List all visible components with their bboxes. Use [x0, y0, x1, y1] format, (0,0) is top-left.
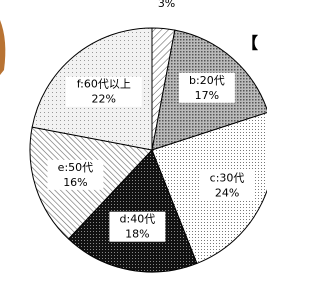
- slice-value: 17%: [195, 89, 219, 102]
- photo-fragment: [0, 20, 5, 75]
- slice-value: 3%: [158, 0, 175, 10]
- slice-label: b:20代: [189, 74, 225, 87]
- slice-value: 22%: [92, 93, 116, 106]
- slice-label: f:60代以上: [77, 78, 131, 91]
- slice-value: 18%: [125, 228, 149, 241]
- slice-label: d:40代: [120, 213, 156, 226]
- chart: 【 a:10代3%b:20代17%c:30代24%d:40代18%e:50代16…: [0, 0, 267, 291]
- page: 【 a:10代3%b:20代17%c:30代24%d:40代18%e:50代16…: [0, 0, 320, 291]
- slice-label: c:30代: [210, 171, 245, 184]
- slice-value: 16%: [63, 176, 87, 189]
- annotation: 【: [242, 34, 258, 53]
- slice-value: 24%: [215, 186, 239, 199]
- slice-label: e:50代: [58, 161, 93, 174]
